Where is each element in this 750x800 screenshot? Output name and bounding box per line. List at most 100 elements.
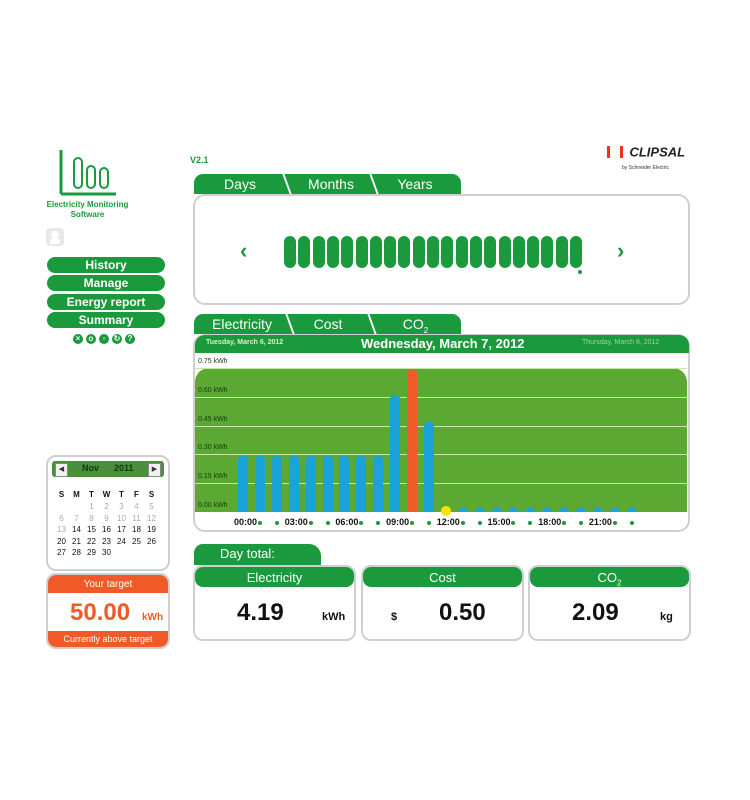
chart-bar[interactable] xyxy=(457,508,468,512)
energy-report-button[interactable]: Energy report xyxy=(47,294,165,310)
day-marker[interactable] xyxy=(312,236,325,268)
day-marker[interactable] xyxy=(427,236,439,268)
day-marker[interactable] xyxy=(398,236,411,268)
calendar-day[interactable]: 26 xyxy=(147,536,156,546)
chart-bar[interactable] xyxy=(559,508,570,512)
calendar-day[interactable]: 6 xyxy=(59,513,64,523)
next-day-link[interactable]: Thursday, March 8, 2012 xyxy=(582,339,660,346)
day-marker[interactable] xyxy=(527,236,540,268)
chart-bar[interactable] xyxy=(254,456,265,512)
day-marker[interactable] xyxy=(412,236,425,268)
calendar-prev-button[interactable]: ◀ xyxy=(55,463,68,477)
calendar-day[interactable]: 12 xyxy=(147,513,156,523)
chart-bar[interactable] xyxy=(491,508,502,512)
chart-bar[interactable] xyxy=(609,508,620,512)
calendar-day[interactable]: 23 xyxy=(102,536,111,546)
scrubber-prev-arrow[interactable]: ‹ xyxy=(240,238,248,263)
chart-bar[interactable] xyxy=(322,456,333,512)
calendar-day[interactable]: 2 xyxy=(104,502,109,511)
day-marker[interactable] xyxy=(284,236,296,268)
chart-bar[interactable] xyxy=(305,456,316,512)
day-marker[interactable] xyxy=(541,236,554,268)
prev-day-link[interactable]: Tuesday, March 6, 2012 xyxy=(206,339,284,346)
calendar-day[interactable]: 16 xyxy=(102,525,111,534)
user-icon[interactable] xyxy=(46,228,64,246)
scrubber-next-arrow[interactable]: › xyxy=(617,238,625,263)
calendar-day[interactable]: 27 xyxy=(57,548,66,557)
x-hour-dot xyxy=(511,521,516,525)
day-marker[interactable] xyxy=(512,236,525,268)
chart-bar[interactable] xyxy=(474,508,485,512)
chart-bar[interactable] xyxy=(390,394,401,512)
chart-bar[interactable] xyxy=(508,508,519,512)
day-marker[interactable] xyxy=(469,236,482,268)
day-marker[interactable] xyxy=(355,236,368,268)
calendar-day[interactable]: 19 xyxy=(147,525,156,534)
chart-bar[interactable] xyxy=(525,508,536,512)
summary-button[interactable]: Summary xyxy=(47,312,165,328)
calendar-day[interactable]: 20 xyxy=(57,536,66,546)
calendar-day[interactable]: 15 xyxy=(87,525,96,534)
calendar-day[interactable]: 11 xyxy=(132,513,141,523)
calendar-next-button[interactable]: ▶ xyxy=(148,463,161,477)
day-marker[interactable] xyxy=(341,236,354,268)
history-button[interactable]: History xyxy=(47,257,165,273)
tab-co2[interactable]: CO2 xyxy=(378,314,453,335)
calendar-day[interactable]: 21 xyxy=(72,536,81,546)
calendar-day[interactable]: 24 xyxy=(117,536,126,546)
tab-years[interactable]: Years xyxy=(397,176,433,192)
chart-bar[interactable] xyxy=(407,369,417,512)
chart-bar[interactable] xyxy=(626,508,637,512)
day-marker[interactable] xyxy=(369,236,382,268)
close-icon[interactable]: × xyxy=(73,334,83,344)
day-marker[interactable] xyxy=(555,236,568,268)
manage-button[interactable]: Manage xyxy=(47,275,165,291)
calendar-day[interactable]: 8 xyxy=(89,513,94,523)
calendar-day[interactable]: 7 xyxy=(74,513,79,523)
calendar-day[interactable]: 5 xyxy=(149,502,154,511)
calendar-day[interactable]: 13 xyxy=(57,525,66,534)
chart-bar[interactable] xyxy=(339,456,350,512)
chart-bar[interactable] xyxy=(373,456,384,512)
chart-bar[interactable] xyxy=(542,508,553,512)
chart-bar[interactable] xyxy=(271,456,282,512)
display-icon[interactable]: ▫ xyxy=(99,334,109,344)
tab-electricity[interactable]: Electricity xyxy=(212,316,272,332)
calendar-day[interactable]: 4 xyxy=(134,502,139,511)
calendar-day[interactable]: 28 xyxy=(72,548,81,557)
chart-bar[interactable] xyxy=(576,508,586,512)
tab-months[interactable]: Months xyxy=(308,176,354,192)
day-marker[interactable] xyxy=(498,236,511,268)
calendar-day[interactable]: 3 xyxy=(119,502,124,511)
day-marker[interactable] xyxy=(384,236,397,268)
calendar-day[interactable]: 14 xyxy=(72,525,81,534)
settings-icon[interactable]: o xyxy=(86,334,96,344)
chart-bar[interactable] xyxy=(238,456,248,512)
day-marker[interactable] xyxy=(484,236,497,268)
chart-bar[interactable] xyxy=(356,456,367,512)
calendar-day[interactable]: 10 xyxy=(117,513,126,523)
chart-gridline xyxy=(195,425,687,427)
chart-bar[interactable] xyxy=(288,456,299,512)
day-marker[interactable] xyxy=(441,236,454,268)
day-marker[interactable] xyxy=(326,236,339,268)
tab-days[interactable]: Days xyxy=(224,176,256,192)
chart-bar[interactable] xyxy=(592,508,603,512)
calendar-day[interactable]: 29 xyxy=(87,548,96,557)
chart-bar[interactable] xyxy=(423,421,434,512)
day-marker[interactable] xyxy=(570,236,582,268)
x-hour-dot xyxy=(477,521,482,525)
calendar-day[interactable]: 18 xyxy=(132,525,141,534)
calendar-day[interactable]: 9 xyxy=(104,513,109,523)
calendar-day[interactable]: 17 xyxy=(117,525,126,534)
calendar-day[interactable]: 22 xyxy=(87,536,96,546)
calendar-day[interactable]: 25 xyxy=(132,536,141,546)
tab-cost[interactable]: Cost xyxy=(313,316,343,332)
day-marker[interactable] xyxy=(298,236,311,268)
help-icon[interactable]: ? xyxy=(125,334,135,344)
calendar-day[interactable]: 1 xyxy=(89,502,94,511)
calendar-day[interactable]: 30 xyxy=(102,548,111,557)
refresh-icon[interactable]: ↻ xyxy=(112,334,122,344)
app-name: Electricity Monitoring Software xyxy=(40,200,135,220)
day-marker[interactable] xyxy=(455,236,468,268)
